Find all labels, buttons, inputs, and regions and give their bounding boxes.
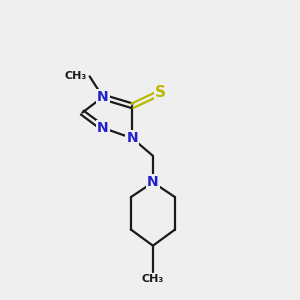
Text: CH₃: CH₃ xyxy=(64,71,87,81)
Text: N: N xyxy=(97,121,109,135)
Text: N: N xyxy=(147,176,159,189)
Text: S: S xyxy=(155,85,166,100)
Text: CH₃: CH₃ xyxy=(142,274,164,284)
Text: N: N xyxy=(127,131,138,145)
Text: N: N xyxy=(97,90,109,104)
